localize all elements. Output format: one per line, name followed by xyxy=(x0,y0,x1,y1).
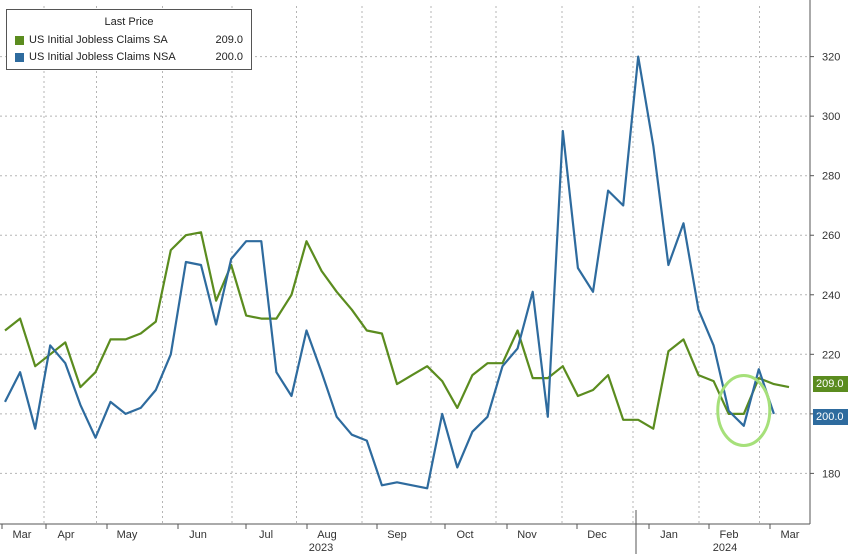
y-tick-label: 300 xyxy=(822,111,840,123)
year-label: 2023 xyxy=(309,542,333,554)
legend-value-nsa: 200.0 xyxy=(215,51,243,63)
x-tick-label: Apr xyxy=(57,529,74,541)
x-tick-label: Dec xyxy=(587,529,607,541)
axes xyxy=(0,0,814,554)
series-line-sa xyxy=(4,231,790,430)
y-tick-label: 320 xyxy=(822,52,840,64)
legend-item-nsa: US Initial Jobless Claims NSA 200.0 xyxy=(15,51,243,65)
legend-value-sa: 209.0 xyxy=(215,34,243,46)
last-value-tag-sa: 209.0 xyxy=(813,376,848,393)
x-tick-label: Jul xyxy=(259,529,273,541)
tick-labels: 180200220240260280300320MarAprMayJunJulA… xyxy=(13,52,841,554)
legend-title: Last Price xyxy=(104,16,154,28)
grid-lines xyxy=(0,6,810,524)
legend: Last Price US Initial Jobless Claims SA … xyxy=(6,9,252,70)
x-tick-label: Sep xyxy=(387,529,407,541)
highlight-layer xyxy=(716,373,772,447)
x-tick-label: Feb xyxy=(720,529,739,541)
legend-item-sa: US Initial Jobless Claims SA 209.0 xyxy=(15,34,243,48)
legend-swatch-sa xyxy=(15,36,24,45)
highlight-ellipse xyxy=(716,373,772,447)
x-tick-label: Jan xyxy=(660,529,678,541)
x-tick-label: Mar xyxy=(781,529,800,541)
legend-label-nsa: US Initial Jobless Claims NSA xyxy=(29,51,176,63)
legend-swatch-nsa xyxy=(15,53,24,62)
x-tick-label: Jun xyxy=(189,529,207,541)
x-tick-label: Nov xyxy=(517,529,537,541)
x-tick-label: Oct xyxy=(456,529,473,541)
x-tick-label: May xyxy=(117,529,138,541)
year-label: 2024 xyxy=(713,542,737,554)
y-tick-label: 260 xyxy=(822,230,840,242)
y-tick-label: 280 xyxy=(822,171,840,183)
x-tick-label: Aug xyxy=(317,529,337,541)
last-value-tag-nsa: 200.0 xyxy=(813,408,848,425)
legend-label-sa: US Initial Jobless Claims SA xyxy=(29,34,168,46)
x-tick-label: Mar xyxy=(13,529,32,541)
y-tick-label: 180 xyxy=(822,468,840,480)
y-tick-label: 220 xyxy=(822,349,840,361)
y-tick-label: 240 xyxy=(822,290,840,302)
series-line-nsa xyxy=(4,55,775,490)
series-lines xyxy=(4,55,790,490)
